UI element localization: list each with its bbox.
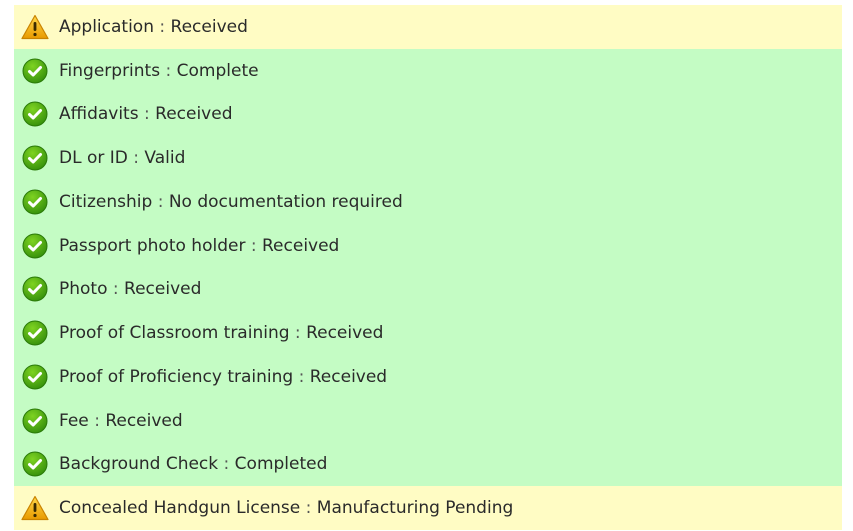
separator: : <box>159 16 166 37</box>
status-label: Photo <box>59 279 108 300</box>
check-circle-icon <box>21 319 49 347</box>
status-label: Background Check <box>59 454 219 475</box>
warning-icon <box>21 13 49 41</box>
status-row: Application : Received <box>14 5 842 49</box>
status-value: Received <box>170 16 248 37</box>
status-label: Proof of Classroom training <box>59 323 290 344</box>
status-row: Proof of Proficiency training : Received <box>14 355 842 399</box>
status-label: Fee <box>59 410 89 431</box>
separator: : <box>133 148 140 169</box>
separator: : <box>294 323 301 344</box>
status-row: Fingerprints : Complete <box>14 48 842 93</box>
status-value: No documentation required <box>168 191 403 212</box>
status-value: Received <box>155 104 233 125</box>
status-label: Application <box>59 16 154 37</box>
status-value: Received <box>124 279 202 300</box>
status-label: Affidavits <box>59 104 139 125</box>
status-row: Photo : Received <box>14 267 842 312</box>
status-value: Completed <box>234 454 328 475</box>
status-row: Affidavits : Received <box>14 92 842 137</box>
separator: : <box>144 104 150 125</box>
check-circle-icon <box>21 275 49 303</box>
status-label: Concealed Handgun License <box>59 498 301 519</box>
status-label: Fingerprints <box>59 60 161 81</box>
separator: : <box>305 498 312 519</box>
status-value: Received <box>306 323 384 344</box>
status-value: Received <box>105 410 183 431</box>
status-row: Concealed Handgun License : Manufacturin… <box>14 486 842 530</box>
status-row: Citizenship : No documentation required <box>14 180 842 224</box>
separator: : <box>112 279 119 300</box>
check-circle-icon <box>21 144 49 172</box>
check-circle-icon <box>21 232 49 260</box>
separator: : <box>250 235 257 256</box>
status-value: Received <box>309 366 388 387</box>
separator: : <box>165 60 172 81</box>
separator: : <box>157 191 164 212</box>
status-value: Received <box>262 235 340 256</box>
check-circle-icon <box>21 188 49 216</box>
status-list: Application : Received Fingerprints : Com… <box>14 5 842 530</box>
status-label: DL or ID <box>59 148 128 169</box>
check-circle-icon <box>21 450 49 478</box>
status-row: Proof of Classroom training : Received <box>14 311 842 355</box>
status-row: Passport photo holder : Received <box>14 223 842 268</box>
check-circle-icon <box>21 407 49 435</box>
status-label: Passport photo holder <box>59 235 246 256</box>
status-row: DL or ID : Valid <box>14 136 842 180</box>
status-row: Fee : Received <box>14 398 842 443</box>
check-circle-icon <box>21 363 49 391</box>
status-value: Complete <box>176 60 259 81</box>
status-row: Background Check : Completed <box>14 442 842 487</box>
status-label: Citizenship <box>59 191 153 212</box>
check-circle-icon <box>21 100 49 128</box>
status-value: Manufacturing Pending <box>316 498 514 519</box>
status-label: Proof of Proficiency training <box>59 366 294 387</box>
warning-icon <box>21 494 49 522</box>
separator: : <box>94 410 100 431</box>
separator: : <box>223 454 230 475</box>
status-value: Valid <box>144 148 186 169</box>
check-circle-icon <box>21 57 49 85</box>
separator: : <box>298 366 305 387</box>
